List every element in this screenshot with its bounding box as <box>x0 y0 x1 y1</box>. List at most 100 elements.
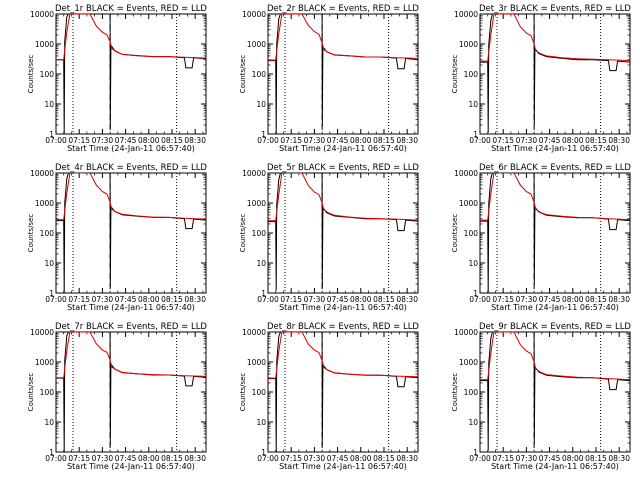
events-series-line <box>480 332 630 451</box>
events-series-line <box>480 173 630 293</box>
x-tick-label: 07:45 <box>539 454 561 463</box>
panel-title: Det_5r BLACK = Events, RED = LLD <box>267 163 419 173</box>
panel-title: Det_8r BLACK = Events, RED = LLD <box>267 322 419 332</box>
x-tick-label: 07:00 <box>469 295 491 304</box>
y-axis-label: Counts/sec <box>239 214 247 253</box>
panel-2: Det_2r BLACK = Events, RED = LLD 1 10 100 10… <box>239 4 419 153</box>
panel-7: Det_7r BLACK = Events, RED = LLD 1 10 100 10… <box>27 322 207 471</box>
x-tick-label: 08:15 <box>373 136 395 145</box>
y-axis-label: Counts/sec <box>239 55 247 94</box>
y-tick-label: 10 <box>468 259 478 268</box>
panel-title: Det_9r BLACK = Events, RED = LLD <box>479 322 631 332</box>
lld-series-line <box>56 173 206 221</box>
y-axis-label: Counts/sec <box>451 373 459 412</box>
y-tick-label: 10000 <box>242 169 266 178</box>
y-tick-label: 10 <box>468 418 478 427</box>
x-tick-label: 08:15 <box>373 454 395 463</box>
x-tick-label: 07:30 <box>92 454 114 463</box>
x-tick-label: 07:45 <box>539 295 561 304</box>
x-tick-label: 08:30 <box>184 454 206 463</box>
y-tick-label: 10 <box>256 259 266 268</box>
y-tick-label: 100 <box>464 388 479 397</box>
y-tick-label: 100 <box>464 229 479 238</box>
y-axis-label: Counts/sec <box>451 55 459 94</box>
x-tick-label: 07:00 <box>257 454 279 463</box>
plot-frame <box>267 331 419 453</box>
x-tick-label: 07:30 <box>92 136 114 145</box>
x-axis-label: Start Time (24-Jan-11 06:57:40) <box>491 144 619 153</box>
panel-title: Det_1r BLACK = Events, RED = LLD <box>55 4 207 14</box>
y-tick-label: 10 <box>44 418 54 427</box>
lld-series-line <box>268 173 418 222</box>
y-tick-label: 1 <box>261 448 266 457</box>
y-tick-label: 1 <box>473 289 478 298</box>
x-axis-label: Start Time (24-Jan-11 06:57:40) <box>279 462 407 471</box>
events-series-line <box>56 332 206 452</box>
plot-frame <box>55 172 207 294</box>
events-series-line <box>268 173 418 291</box>
plot-frame <box>267 172 419 294</box>
plot-frame <box>267 13 419 135</box>
x-tick-label: 07:00 <box>469 454 491 463</box>
y-tick-label: 100 <box>252 70 267 79</box>
events-series-line <box>56 14 206 134</box>
x-tick-label: 07:45 <box>327 295 349 304</box>
x-tick-label: 08:15 <box>585 295 607 304</box>
y-tick-label: 1 <box>261 130 266 139</box>
lld-series-line <box>480 14 630 62</box>
y-tick-label: 100 <box>464 70 479 79</box>
y-tick-label: 1 <box>473 130 478 139</box>
y-tick-label: 100 <box>40 229 55 238</box>
panel-title: Det_7r BLACK = Events, RED = LLD <box>55 322 207 332</box>
x-tick-label: 07:45 <box>327 454 349 463</box>
y-tick-label: 1000 <box>459 358 478 367</box>
x-tick-label: 07:15 <box>492 295 514 304</box>
panel-title: Det_2r BLACK = Events, RED = LLD <box>267 4 419 14</box>
x-tick-label: 07:30 <box>304 454 326 463</box>
x-tick-label: 07:30 <box>516 295 538 304</box>
y-tick-label: 10000 <box>454 10 478 19</box>
y-tick-label: 10000 <box>30 169 54 178</box>
y-tick-label: 1000 <box>247 358 266 367</box>
x-tick-label: 08:00 <box>138 136 160 145</box>
y-tick-label: 1 <box>49 448 54 457</box>
y-tick-label: 10000 <box>454 328 478 337</box>
panel-5: Det_5r BLACK = Events, RED = LLD 1 10 100 10… <box>239 163 419 312</box>
y-tick-label: 10000 <box>242 10 266 19</box>
panel-title: Det_6r BLACK = Events, RED = LLD <box>479 163 631 173</box>
y-tick-label: 10 <box>256 100 266 109</box>
y-tick-label: 1 <box>49 289 54 298</box>
x-axis-label: Start Time (24-Jan-11 06:57:40) <box>67 303 195 312</box>
y-axis-label: Counts/sec <box>27 55 35 94</box>
y-tick-label: 10 <box>256 418 266 427</box>
panel-title: Det_3r BLACK = Events, RED = LLD <box>479 4 631 14</box>
y-axis-label: Counts/sec <box>27 214 35 253</box>
y-tick-label: 10000 <box>30 328 54 337</box>
y-tick-label: 10 <box>44 100 54 109</box>
lld-series-line <box>56 14 206 61</box>
x-tick-label: 08:15 <box>161 454 183 463</box>
x-tick-label: 07:15 <box>68 454 90 463</box>
y-tick-label: 10 <box>468 100 478 109</box>
lld-series-line <box>268 14 418 61</box>
x-tick-label: 07:15 <box>280 295 302 304</box>
y-tick-label: 10000 <box>30 10 54 19</box>
x-tick-label: 07:15 <box>492 136 514 145</box>
x-tick-label: 07:45 <box>539 136 561 145</box>
x-tick-label: 08:30 <box>608 454 630 463</box>
plot-frame <box>55 331 207 453</box>
x-tick-label: 08:00 <box>350 295 372 304</box>
plot-frame <box>479 13 631 135</box>
y-axis-label: Counts/sec <box>451 214 459 253</box>
x-tick-label: 08:30 <box>396 136 418 145</box>
x-tick-label: 08:00 <box>138 295 160 304</box>
lld-series-line <box>56 332 206 379</box>
y-tick-label: 10 <box>44 259 54 268</box>
x-tick-label: 08:00 <box>350 454 372 463</box>
x-tick-label: 08:30 <box>184 136 206 145</box>
lld-series-line <box>480 332 630 381</box>
y-tick-label: 1000 <box>247 199 266 208</box>
x-tick-label: 07:30 <box>516 136 538 145</box>
y-axis-label: Counts/sec <box>239 373 247 412</box>
x-tick-label: 07:45 <box>115 136 137 145</box>
